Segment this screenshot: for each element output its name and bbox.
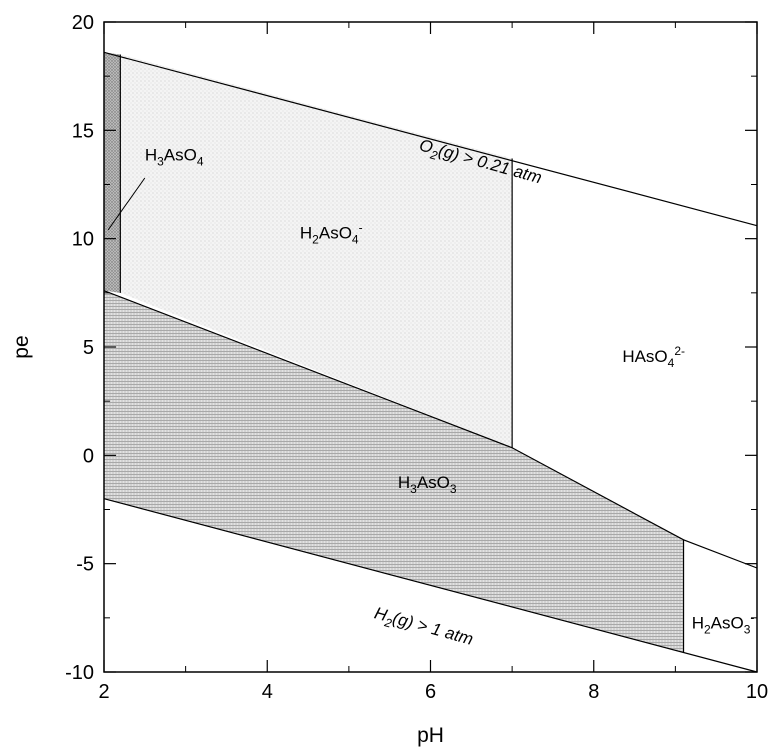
y-tick-label: -5: [76, 554, 94, 576]
boundary-h2-lower-limit: [103, 498, 758, 673]
label-part: AsO: [417, 473, 450, 492]
y-tick-label: 20: [72, 12, 94, 34]
label-part: AsO: [319, 224, 352, 243]
x-tick-label: 8: [588, 681, 599, 703]
region-h3aso3: [104, 290, 684, 653]
stability-regions: [104, 52, 757, 672]
label-part: 3: [450, 482, 457, 496]
x-tick-label: 4: [262, 681, 273, 703]
label-part: AsO: [164, 146, 197, 165]
label-part: 2: [382, 615, 393, 631]
label-part: O: [417, 135, 435, 157]
y-tick-label: 15: [72, 120, 94, 142]
boundary-lines: [103, 51, 758, 673]
region-h3aso4: [104, 52, 121, 293]
label-h2g: H2​(g) > 1 atm: [371, 603, 475, 652]
label-h2aso3: H2​AsO3​-​: [692, 611, 755, 637]
region-h2aso3-: [683, 539, 757, 672]
label-h3aso3: H3​AsO3​: [398, 473, 457, 496]
label-part: 4: [668, 356, 675, 370]
y-tick-label: 10: [72, 229, 94, 251]
label-baseline-reset: ​: [391, 608, 396, 626]
x-tick-label: 6: [425, 681, 436, 703]
x-tick-label: 2: [98, 681, 109, 703]
label-part: H: [398, 473, 410, 492]
label-part: 2-: [674, 344, 685, 358]
boundary-arsenate-arsenite-boundary: [103, 290, 758, 569]
label-part: H: [372, 603, 390, 625]
label-part: (g) > 1 atm: [391, 608, 476, 648]
h3aso4-leader-line: [107, 177, 146, 231]
label-part: H: [692, 614, 704, 633]
label-part: 3: [157, 155, 164, 169]
x-axis-title: pH: [417, 724, 444, 747]
label-part: 2: [704, 623, 711, 637]
label-baseline-reset: ​: [436, 141, 441, 159]
x-tick-label: 10: [746, 681, 768, 703]
y-tick-label: -10: [65, 662, 94, 684]
y-tick-label: 5: [83, 337, 94, 359]
boundary-o2-upper-limit: [103, 51, 758, 227]
label-part: 2: [312, 233, 319, 247]
y-tick-label: 0: [83, 445, 94, 467]
region-haso4-2-: [512, 158, 757, 568]
label-haso4: HAsO4​2-​: [622, 344, 685, 370]
label-part: AsO: [711, 614, 744, 633]
label-h2aso4: H2​AsO4​-​: [300, 221, 363, 247]
label-part: 3: [410, 482, 417, 496]
label-part: H: [300, 224, 312, 243]
label-part: 2: [428, 147, 439, 163]
label-part: 4: [197, 155, 204, 169]
label-part: HAsO: [622, 347, 667, 366]
label-part: -: [750, 611, 754, 625]
label-part: 4: [352, 233, 359, 247]
y-axis-title: pe: [10, 335, 33, 358]
label-h3aso4: H3​AsO4​: [145, 146, 204, 169]
label-part: 3: [744, 623, 751, 637]
label-part: -: [359, 221, 363, 235]
axis-ticks: 2 4 6 8 10 20 15 10 5 0 -5 -10: [65, 12, 768, 703]
label-part: H: [145, 146, 157, 165]
region-h2aso4-: [120, 54, 513, 448]
